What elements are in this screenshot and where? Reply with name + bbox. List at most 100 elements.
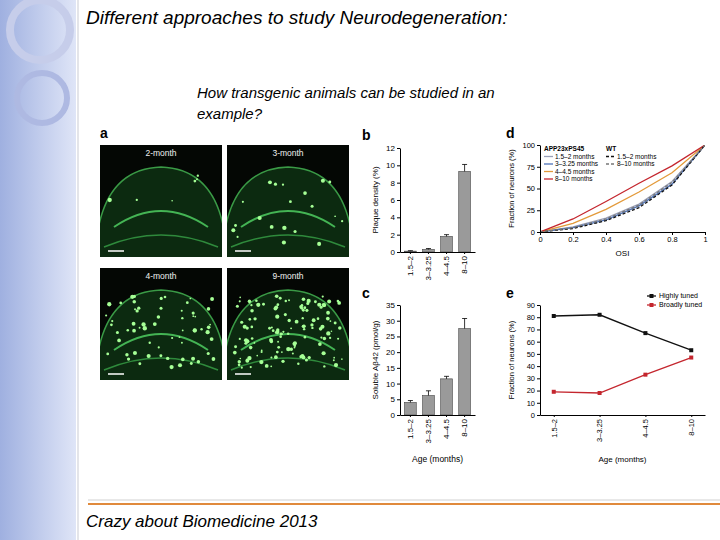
plaque-dot (250, 304, 252, 306)
tick-label: 25 (527, 206, 535, 215)
tick-mark (645, 415, 646, 417)
plaque-dot (189, 298, 191, 300)
plaque-dot (132, 322, 136, 326)
plaque-dot (273, 307, 277, 311)
legend-label: 8–10 months (617, 160, 655, 167)
tick: 0.6 (634, 232, 644, 244)
tick-label: 20 (527, 386, 535, 395)
plaque-dot (284, 313, 287, 316)
plaque-dot (136, 199, 138, 201)
tick-mark (410, 252, 411, 254)
chart-line: 025507510000.20.40.60.81Fraction of neur… (506, 125, 708, 258)
plaque-dot (212, 357, 216, 361)
tick: 1.5–2 (406, 252, 415, 276)
plaque-dot (290, 327, 292, 329)
plaque-dot (132, 300, 136, 304)
plaque-dot (320, 325, 324, 329)
point-marker (689, 356, 693, 360)
plaque-dot (119, 302, 122, 305)
plaque-dot (288, 319, 291, 322)
tick: 50 (527, 184, 540, 193)
error-bar (408, 250, 413, 251)
tick-label: 80 (527, 313, 535, 322)
chart-bar: 0246810121.5–23–3.254–4.58–10Plaque dens… (362, 127, 476, 280)
tick-label: 5 (391, 395, 396, 404)
tick-label: 35 (386, 301, 395, 310)
plaque-dot (135, 309, 138, 312)
plaque-dot (311, 327, 313, 329)
plaque-dot (210, 297, 214, 301)
panel-label: d (506, 125, 515, 141)
tick-label: 0.4 (601, 235, 611, 244)
tick: 0 (538, 232, 542, 244)
micrograph-content (100, 167, 222, 257)
plaque-dot (329, 320, 331, 322)
legend-label: Highly tuned (659, 292, 698, 300)
brain-structure (241, 211, 335, 227)
tick: 2 (391, 231, 400, 240)
plaque-dot (194, 316, 196, 318)
micrograph: 2-month (95, 145, 227, 259)
panel-label: e (506, 285, 514, 301)
legend-label: Broadly tuned (659, 301, 702, 309)
tick-label: 4 (391, 213, 396, 222)
plaque-dot (317, 317, 320, 320)
bar (459, 171, 471, 252)
tick-mark (397, 352, 400, 353)
series-line (554, 315, 692, 350)
error-cap (462, 318, 467, 319)
legend-swatch (606, 156, 615, 157)
brain-structure (104, 358, 218, 370)
plaque-dot (243, 325, 247, 329)
plaque-dot (323, 365, 325, 367)
plaque-dot (134, 308, 136, 310)
plaque-dot (275, 330, 279, 334)
brain-structure (114, 334, 208, 350)
tick-mark (691, 415, 692, 417)
tick: 25 (386, 332, 400, 341)
tick-mark (397, 148, 400, 149)
plaque-dot (282, 331, 284, 333)
plaque-dot (322, 351, 326, 355)
plaque-dot (299, 305, 303, 309)
plaque-dot (191, 357, 195, 361)
plaque-dot (310, 323, 313, 326)
plot-area (405, 319, 471, 415)
legend-label: 3–3.25 months (555, 160, 599, 167)
axis-line (540, 146, 541, 233)
error-bar (408, 401, 413, 403)
error-cap (426, 390, 431, 391)
plaque-dot (334, 363, 338, 367)
error-cap (408, 400, 413, 401)
plaque-dot (253, 317, 256, 320)
tick-label: 75 (527, 163, 535, 172)
tick-mark (397, 252, 400, 253)
plaque-dot (271, 327, 273, 329)
tick-mark (537, 329, 540, 330)
plaque-dot (158, 346, 160, 348)
plaque-dot (181, 342, 183, 344)
y-axis: 0102030405060708090 (527, 301, 541, 420)
plaque-dot (231, 228, 235, 232)
plaque-dot (239, 300, 241, 302)
y-axis-title: Plaque density (%) (371, 166, 380, 233)
plaque-dot (116, 331, 119, 334)
plaque-dot (182, 330, 184, 332)
tick-mark (537, 403, 540, 404)
tick: 8–10 (460, 415, 469, 437)
y-axis: 05101520253035 (386, 301, 400, 420)
plaque-dot (127, 357, 130, 360)
tick: 60 (527, 338, 540, 347)
plaque-dot (239, 338, 241, 340)
plaque-dot (178, 363, 182, 367)
y-axis: 0255075100 (522, 141, 540, 237)
tick-mark (537, 317, 540, 318)
plaque-dot (302, 317, 304, 319)
series-line (540, 145, 705, 232)
scale-bar (108, 373, 124, 375)
tick-label: 90 (527, 301, 535, 310)
plaque-dot (107, 302, 111, 306)
tick: 8 (391, 179, 400, 188)
plaque-dot (240, 358, 242, 360)
tick: 4 (391, 213, 400, 222)
